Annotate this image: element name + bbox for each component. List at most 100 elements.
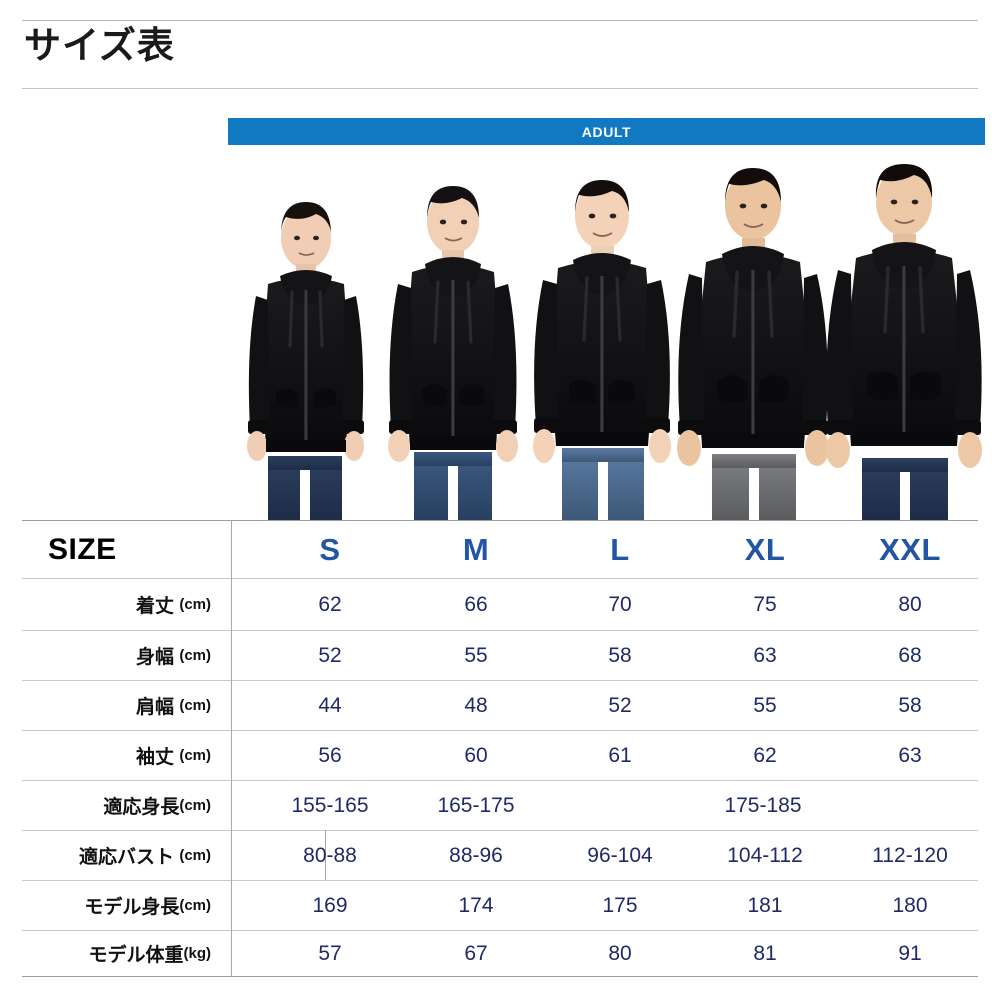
model-figure-m: [388, 186, 518, 520]
cell-model-weight-s: 57: [318, 941, 342, 965]
model-figure-s: [247, 202, 364, 520]
cell-chest-width-s: 52: [318, 643, 342, 667]
table-row: 袖丈 (cm) 56 60 61 62 63: [22, 731, 978, 780]
cell-fit-bust-m: 88-96: [449, 843, 503, 867]
table-row: モデル体重 (kg) 57 67 80 81 91: [22, 931, 978, 976]
cell-fit-bust-xxl: 112-120: [872, 843, 948, 867]
title-rule-top: [22, 20, 978, 21]
adult-banner-label: ADULT: [581, 123, 632, 140]
cell-model-height-xxl: 180: [892, 893, 928, 917]
col-header-xl: XL: [744, 531, 786, 567]
cell-body-length-m: 66: [464, 592, 488, 616]
cell-fit-bust-xl: 104-112: [727, 843, 803, 867]
row-label-text: 袖丈: [136, 747, 175, 768]
table-row: 適応バスト (cm) 80-88 88-96 96-104 104-112 11…: [22, 831, 978, 880]
cell-model-height-xl: 181: [747, 893, 783, 917]
row-label-fit-height: 適応身長 (cm): [22, 781, 231, 830]
cell-model-weight-m: 67: [464, 941, 488, 965]
cell-shoulder-width-xxl: 58: [898, 693, 922, 717]
model-figure-xl: [677, 168, 829, 520]
row-label-shoulder-width: 肩幅 (cm): [22, 681, 231, 730]
table-vline-merged: [325, 830, 326, 880]
cell-body-length-xxl: 80: [898, 592, 922, 616]
row-label-unit: (cm): [179, 797, 211, 814]
cell-fit-height-m: 165-175: [437, 793, 515, 817]
row-label-unit: (kg): [183, 945, 212, 962]
table-header-row: SIZE S M L XL XXL: [22, 521, 978, 578]
table-rule-1: [22, 630, 978, 631]
cell-model-weight-l: 80: [608, 941, 632, 965]
col-header-l: L: [610, 531, 630, 567]
title-rule-bottom: [22, 88, 978, 89]
table-rule-top: [22, 520, 978, 521]
cell-sleeve-length-xxl: 63: [898, 743, 922, 767]
table-rule-4: [22, 780, 978, 781]
cell-body-length-l: 70: [608, 592, 632, 616]
cell-sleeve-length-l: 61: [608, 743, 632, 767]
table-row: 適応身長 (cm) 155-165 165-175 175-185: [22, 781, 978, 830]
col-header-m: M: [462, 531, 490, 567]
model-figure-xxl: [826, 164, 982, 520]
row-label-text: 適応身長: [103, 797, 180, 818]
table-rule-bottom: [22, 976, 978, 977]
cell-sleeve-length-xl: 62: [753, 743, 777, 767]
row-label-model-weight: モデル体重 (kg): [22, 931, 231, 976]
table-rule-header: [22, 578, 978, 579]
row-label-sleeve-length: 袖丈 (cm): [22, 731, 231, 780]
adult-banner: ADULT: [228, 118, 985, 145]
model-photo-strip: [228, 160, 985, 520]
cell-model-height-s: 169: [312, 893, 348, 917]
row-label-model-height: モデル身長 (cm): [22, 881, 231, 930]
table-header-size-label: SIZE: [48, 532, 117, 566]
cell-shoulder-width-m: 48: [464, 693, 488, 717]
table-row: 身幅 (cm) 52 55 58 63 68: [22, 631, 978, 680]
cell-chest-width-l: 58: [608, 643, 632, 667]
table-rule-5: [22, 830, 978, 831]
row-label-text: 着丈: [136, 596, 175, 617]
table-vline-main: [231, 520, 232, 976]
cell-fit-bust-s: 80-88: [303, 843, 357, 867]
cell-model-height-m: 174: [458, 893, 494, 917]
table-row: 肩幅 (cm) 44 48 52 55 58: [22, 681, 978, 730]
cell-fit-height-s: 155-165: [291, 793, 369, 817]
table-row: 着丈 (cm) 62 66 70 75 80: [22, 579, 978, 630]
row-label-text: 肩幅: [136, 697, 175, 718]
cell-chest-width-xl: 63: [753, 643, 777, 667]
cell-sleeve-length-s: 56: [318, 743, 342, 767]
cell-body-length-s: 62: [318, 592, 342, 616]
row-label-unit: (cm): [179, 847, 211, 864]
cell-shoulder-width-l: 52: [608, 693, 632, 717]
row-label-unit: (cm): [179, 697, 211, 714]
cell-sleeve-length-m: 60: [464, 743, 488, 767]
table-rule-6: [22, 880, 978, 881]
row-label-unit: (cm): [179, 747, 211, 764]
cell-model-height-l: 175: [602, 893, 638, 917]
cell-body-length-xl: 75: [753, 592, 777, 616]
model-figure-l: [533, 180, 671, 520]
cell-fit-height-l-xl-xxl: 175-185: [724, 793, 802, 817]
row-label-text: 身幅: [136, 647, 175, 668]
cell-shoulder-width-s: 44: [318, 693, 342, 717]
row-label-text: モデル体重: [88, 945, 184, 966]
row-label-chest-width: 身幅 (cm): [22, 631, 231, 680]
table-rule-7: [22, 930, 978, 931]
table-rule-2: [22, 680, 978, 681]
col-header-s: S: [319, 531, 341, 567]
col-header-xxl: XXL: [879, 531, 941, 567]
cell-shoulder-width-xl: 55: [753, 693, 777, 717]
cell-fit-bust-l: 96-104: [587, 843, 653, 867]
table-row: モデル身長 (cm) 169 174 175 181 180: [22, 881, 978, 930]
row-label-body-length: 着丈 (cm): [22, 579, 231, 630]
row-label-unit: (cm): [179, 647, 211, 664]
cell-model-weight-xl: 81: [753, 941, 777, 965]
models-illustration: [247, 164, 982, 520]
page-title: サイズ表: [24, 25, 175, 66]
table-rule-3: [22, 730, 978, 731]
row-label-unit: (cm): [179, 897, 211, 914]
row-label-fit-bust: 適応バスト (cm): [22, 831, 231, 880]
row-label-text: 適応バスト: [79, 847, 175, 868]
cell-chest-width-m: 55: [464, 643, 488, 667]
cell-chest-width-xxl: 68: [898, 643, 922, 667]
cell-model-weight-xxl: 91: [898, 941, 922, 965]
row-label-unit: (cm): [179, 596, 211, 613]
